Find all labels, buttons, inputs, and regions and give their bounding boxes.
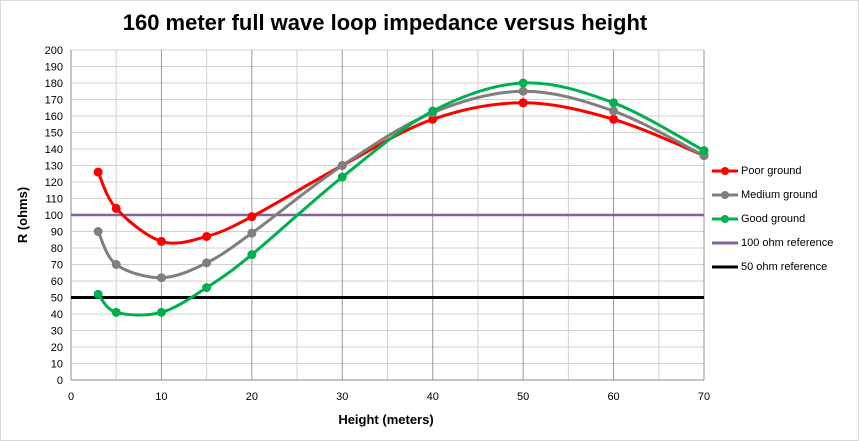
legend-swatch <box>712 167 738 175</box>
data-point-good-ground <box>247 250 257 260</box>
series-lines <box>71 78 709 317</box>
data-point-medium-ground <box>111 260 121 269</box>
legend-swatch <box>712 191 738 199</box>
legend: Poor ground Medium ground Good ground 100 o… <box>710 163 855 283</box>
data-point-poor-ground <box>609 114 619 124</box>
data-point-medium-ground <box>337 161 347 170</box>
y-tick-label: 120 <box>45 177 63 189</box>
data-point-poor-ground <box>428 114 438 124</box>
legend-swatch <box>712 265 738 269</box>
legend-label: Medium ground <box>741 189 818 201</box>
x-tick-label: 60 <box>607 391 619 403</box>
data-point-medium-ground <box>247 228 257 238</box>
series-line-good-ground <box>96 81 705 317</box>
y-tick-label: 50 <box>51 293 63 305</box>
data-point-medium-ground <box>609 106 619 116</box>
y-tick-label: 10 <box>51 359 63 371</box>
data-point-medium-ground <box>202 258 212 268</box>
y-tick-label: 70 <box>51 260 63 272</box>
y-tick-label: 200 <box>45 45 63 57</box>
legend-swatch <box>712 215 738 223</box>
y-axis-label: R (ohms) <box>15 187 30 243</box>
data-point-medium-ground <box>518 86 528 96</box>
x-axis-label: Height (meters) <box>338 412 433 427</box>
data-point-good-ground <box>337 172 347 182</box>
y-tick-label: 160 <box>45 111 63 123</box>
data-point-poor-ground <box>156 236 166 246</box>
data-point-poor-ground <box>247 212 257 222</box>
data-point-good-ground <box>202 283 212 293</box>
data-point-good-ground <box>428 106 438 116</box>
tick-labels: 0102030405060708090100110120130140150160… <box>45 45 710 403</box>
data-point-good-ground <box>699 146 709 156</box>
y-tick-label: 170 <box>45 95 63 107</box>
y-tick-label: 90 <box>51 227 63 239</box>
legend-item-50-ohm-reference: 50 ohm reference <box>710 259 855 283</box>
data-point-poor-ground <box>518 98 528 108</box>
x-tick-label: 20 <box>246 391 258 403</box>
legend-label: Good ground <box>741 213 806 225</box>
y-tick-label: 0 <box>57 375 63 387</box>
y-tick-label: 40 <box>51 309 63 321</box>
x-tick-label: 50 <box>517 391 529 403</box>
y-tick-label: 130 <box>45 161 63 173</box>
legend-label: 50 ohm reference <box>741 261 828 273</box>
legend-swatch <box>712 241 738 245</box>
y-tick-label: 140 <box>45 144 63 156</box>
y-tick-label: 150 <box>45 128 63 140</box>
legend-item-good-ground: Good ground <box>710 211 855 235</box>
data-point-good-ground <box>518 78 528 88</box>
series-medium-ground <box>93 86 709 283</box>
data-point-good-ground <box>93 289 103 299</box>
y-tick-label: 60 <box>51 276 63 288</box>
y-tick-label: 110 <box>45 194 63 206</box>
data-point-poor-ground <box>202 231 212 241</box>
data-point-good-ground <box>111 307 121 317</box>
y-tick-label: 30 <box>51 326 63 338</box>
y-tick-label: 180 <box>45 78 63 90</box>
y-tick-label: 190 <box>45 62 63 74</box>
legend-item-medium-ground: Medium ground <box>710 187 855 211</box>
x-tick-label: 70 <box>698 391 710 403</box>
y-tick-label: 20 <box>51 342 63 354</box>
data-point-good-ground <box>609 98 619 108</box>
data-point-poor-ground <box>93 167 103 177</box>
series-line-medium-ground <box>96 89 705 280</box>
chart-title: 160 meter full wave loop impedance versu… <box>122 10 648 35</box>
y-tick-label: 100 <box>45 210 63 222</box>
legend-item-poor-ground: Poor ground <box>710 163 855 187</box>
data-point-medium-ground <box>156 273 166 283</box>
x-tick-label: 10 <box>155 391 167 403</box>
legend-label: Poor ground <box>741 165 802 177</box>
series-poor-ground <box>93 98 709 246</box>
y-tick-label: 80 <box>51 243 63 255</box>
series-good-ground <box>93 78 709 317</box>
data-point-poor-ground <box>111 203 121 213</box>
x-tick-label: 40 <box>427 391 439 403</box>
legend-item-100-ohm-reference: 100 ohm reference <box>710 235 855 259</box>
x-tick-label: 30 <box>336 391 348 403</box>
x-tick-label: 0 <box>68 391 74 403</box>
data-point-good-ground <box>156 307 166 317</box>
legend-label: 100 ohm reference <box>741 237 834 249</box>
data-point-medium-ground <box>93 227 103 236</box>
